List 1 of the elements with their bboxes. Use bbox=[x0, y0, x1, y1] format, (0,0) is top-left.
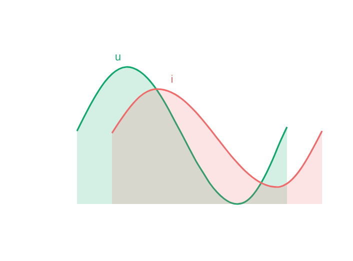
series-label: u bbox=[116, 54, 120, 60]
